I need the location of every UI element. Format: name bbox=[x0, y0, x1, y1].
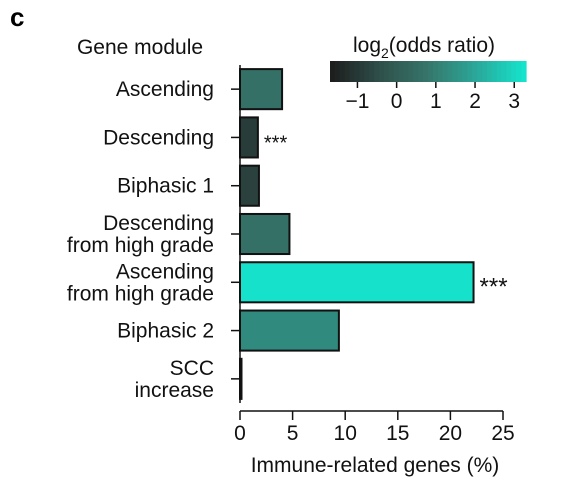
bars bbox=[239, 68, 475, 400]
colorbar-segment bbox=[491, 61, 498, 82]
x-ticks: 0 5 10 15 20 25 bbox=[234, 411, 515, 445]
colorbar-segment bbox=[511, 61, 517, 82]
y-tick-label: from high grade bbox=[67, 282, 214, 305]
colorbar-segment bbox=[457, 61, 463, 82]
bar bbox=[239, 212, 291, 256]
colorbar-segment bbox=[423, 61, 429, 82]
significance-annotations: *** *** bbox=[264, 132, 508, 300]
panel-label: c bbox=[10, 2, 24, 32]
colorbar-segment bbox=[477, 61, 483, 82]
colorbar-segment bbox=[369, 61, 375, 82]
x-tick-label: 5 bbox=[287, 422, 299, 445]
colorbar-segment bbox=[349, 61, 356, 82]
significance-label: *** bbox=[264, 132, 288, 154]
colorbar-segment bbox=[437, 61, 444, 82]
colorbar-segment bbox=[403, 61, 409, 82]
y-tick-label: Ascending bbox=[116, 260, 214, 283]
colorbar-segment bbox=[481, 61, 488, 82]
y-tick-label: Descending bbox=[103, 212, 214, 235]
bar bbox=[239, 309, 340, 352]
colorbar-segment bbox=[501, 61, 507, 82]
colorbar-segment bbox=[383, 61, 390, 82]
colorbar-segment bbox=[506, 61, 512, 82]
colorbar-segment bbox=[374, 61, 380, 82]
significance-label: *** bbox=[480, 273, 508, 300]
bar bbox=[239, 164, 260, 207]
colorbar-segment bbox=[393, 61, 400, 82]
colorbar-segment bbox=[462, 61, 468, 82]
y-tick-label: increase bbox=[135, 379, 214, 402]
x-tick-label: 10 bbox=[334, 422, 357, 445]
colorbar-segment bbox=[418, 61, 424, 82]
y-tick-label: Descending bbox=[103, 126, 214, 149]
colorbar-tick-label: −1 bbox=[345, 90, 369, 113]
bar bbox=[239, 116, 259, 159]
bar bbox=[239, 68, 284, 111]
colorbar-segment bbox=[354, 61, 360, 82]
y-tick-label: Biphasic 1 bbox=[117, 175, 214, 198]
colorbar-segment bbox=[398, 61, 405, 82]
colorbar-segment bbox=[516, 61, 522, 82]
colorbar-tick-label: 0 bbox=[391, 90, 403, 113]
colorbar-title: log2(odds ratio) bbox=[353, 34, 495, 61]
colorbar-segment bbox=[496, 61, 503, 82]
colorbar-segment bbox=[447, 61, 454, 82]
colorbar-segment bbox=[428, 61, 434, 82]
y-tick-label: SCC bbox=[170, 357, 214, 380]
y-tick-label: Biphasic 2 bbox=[117, 320, 214, 343]
colorbar-tick-label: 3 bbox=[508, 90, 520, 113]
colorbar-segment bbox=[452, 61, 458, 82]
colorbar-segment bbox=[334, 61, 341, 82]
colorbar-segment bbox=[364, 61, 370, 82]
x-tick-label: 0 bbox=[234, 422, 246, 445]
colorbar-segment bbox=[442, 61, 449, 82]
x-tick-label: 20 bbox=[439, 422, 462, 445]
colorbar-tick-label: 1 bbox=[430, 90, 442, 113]
colorbar-tick-label: 2 bbox=[469, 90, 481, 113]
colorbar-segment bbox=[339, 61, 346, 82]
colorbar-legend: log2(odds ratio) −1 0 1 2 3 bbox=[330, 34, 527, 113]
colorbar-segment bbox=[472, 61, 478, 82]
colorbar-segment bbox=[359, 61, 365, 82]
colorbar-gradient bbox=[330, 61, 527, 82]
x-tick-label: 15 bbox=[386, 422, 409, 445]
colorbar-segment bbox=[344, 61, 351, 82]
y-tick-label: Ascending bbox=[116, 78, 214, 101]
colorbar-segment bbox=[388, 61, 395, 82]
colorbar-segment bbox=[330, 61, 336, 82]
colorbar-segment bbox=[379, 61, 385, 82]
y-axis-title: Gene module bbox=[77, 36, 203, 59]
colorbar-segment bbox=[486, 61, 493, 82]
colorbar-segment bbox=[521, 61, 527, 82]
y-tick-label: from high grade bbox=[67, 234, 214, 257]
x-tick-label: 25 bbox=[491, 422, 514, 445]
bar bbox=[239, 261, 475, 304]
colorbar-segment bbox=[467, 61, 473, 82]
colorbar-segment bbox=[408, 61, 414, 82]
x-axis-label: Immune-related genes (%) bbox=[251, 454, 500, 477]
colorbar-segment bbox=[432, 61, 439, 82]
colorbar-ticks: −1 0 1 2 3 bbox=[345, 82, 520, 113]
colorbar-segment bbox=[413, 61, 419, 82]
